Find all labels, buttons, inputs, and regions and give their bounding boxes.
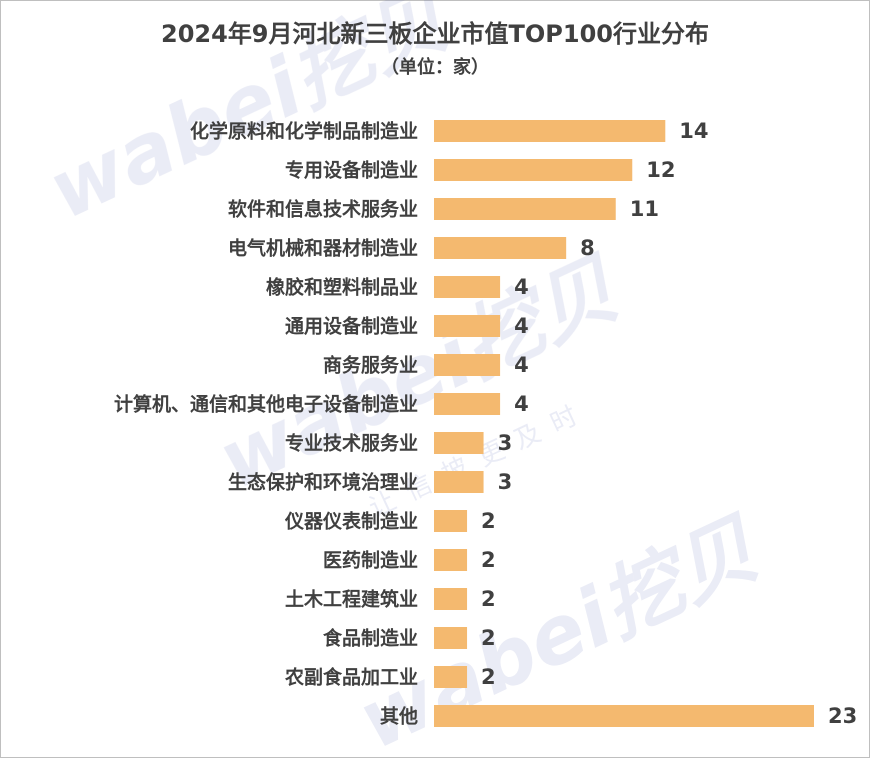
y-tick-label: 其他	[380, 705, 418, 728]
value-label: 8	[580, 236, 595, 260]
value-label: 3	[498, 431, 513, 455]
value-label: 4	[514, 392, 529, 416]
bar	[434, 666, 468, 688]
bar	[434, 120, 666, 142]
y-tick-label: 电气机械和器材制造业	[228, 237, 418, 260]
bar	[434, 393, 501, 415]
bar	[434, 276, 501, 298]
y-tick-label: 计算机、通信和其他电子设备制造业	[114, 393, 418, 416]
value-label: 23	[828, 704, 857, 728]
value-label: 14	[679, 119, 708, 143]
bar	[434, 159, 633, 181]
y-tick-label: 专业技术服务业	[285, 432, 418, 455]
bar	[434, 432, 484, 454]
bar	[434, 471, 484, 493]
value-label: 2	[481, 509, 496, 533]
bar	[434, 549, 468, 571]
value-label: 11	[630, 197, 659, 221]
value-label: 4	[514, 275, 529, 299]
chart-title: 2024年9月河北新三板企业市值TOP100行业分布	[161, 20, 709, 48]
y-tick-label: 专用设备制造业	[285, 159, 418, 182]
value-label: 4	[514, 353, 529, 377]
bar	[434, 198, 616, 220]
value-label: 2	[481, 626, 496, 650]
bar	[434, 354, 501, 376]
bar	[434, 627, 468, 649]
value-label: 12	[646, 158, 675, 182]
y-tick-label: 仪器仪表制造业	[284, 510, 418, 533]
y-tick-label: 通用设备制造业	[285, 315, 418, 338]
value-label: 2	[481, 587, 496, 611]
bar	[434, 237, 567, 259]
value-label: 2	[481, 665, 496, 689]
value-label: 2	[481, 548, 496, 572]
y-tick-label: 化学原料和化学制品制造业	[190, 120, 418, 143]
value-label: 4	[514, 314, 529, 338]
y-tick-label: 土木工程建筑业	[285, 588, 418, 611]
bar	[434, 315, 501, 337]
y-tick-label: 商务服务业	[323, 354, 418, 377]
value-label: 3	[498, 470, 513, 494]
bar	[434, 705, 814, 727]
bar	[434, 588, 468, 610]
y-tick-label: 农副食品加工业	[284, 666, 418, 689]
y-tick-label: 生态保护和环境治理业	[228, 471, 418, 494]
y-tick-label: 医药制造业	[323, 549, 418, 572]
chart-subtitle: （单位：家）	[381, 56, 489, 78]
bar	[434, 510, 468, 532]
y-tick-label: 食品制造业	[323, 627, 418, 650]
y-tick-label: 软件和信息技术服务业	[228, 198, 418, 221]
y-tick-label: 橡胶和塑料制品业	[266, 276, 418, 299]
